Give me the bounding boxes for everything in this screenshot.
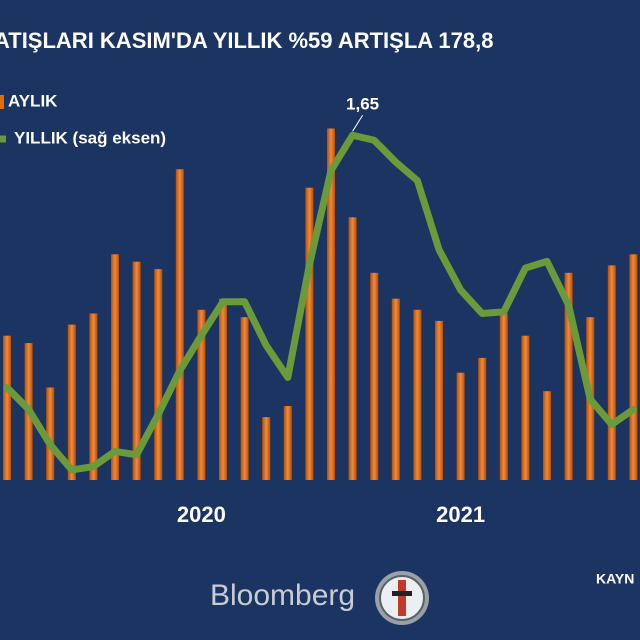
bar bbox=[391, 298, 400, 480]
bar bbox=[607, 265, 616, 480]
bar bbox=[456, 372, 465, 480]
bar bbox=[240, 317, 249, 480]
bar bbox=[348, 217, 357, 481]
chart-title: ATIŞLARI KASIM'DA YILLIK %59 ARTIŞLA 178… bbox=[0, 28, 494, 53]
data-label: 1,65 bbox=[346, 95, 379, 114]
bar bbox=[262, 417, 271, 480]
bar bbox=[67, 324, 76, 480]
x-tick-label: 2020 bbox=[177, 502, 226, 527]
bar bbox=[413, 309, 422, 480]
bar bbox=[89, 313, 98, 480]
brand: Bloomberg bbox=[210, 579, 355, 612]
bar bbox=[564, 272, 573, 480]
bar bbox=[219, 298, 227, 480]
bar bbox=[3, 335, 11, 480]
bar bbox=[175, 169, 184, 480]
bar bbox=[305, 187, 314, 480]
source: KAYN bbox=[596, 571, 634, 587]
bar bbox=[132, 261, 141, 480]
bar bbox=[543, 391, 551, 480]
bar bbox=[46, 387, 55, 480]
annotation-leader bbox=[352, 114, 364, 132]
legend-label: YILLIK (sağ eksen) bbox=[14, 128, 166, 147]
bar bbox=[154, 269, 163, 480]
x-tick-label: 2021 bbox=[436, 502, 485, 527]
bar bbox=[283, 406, 292, 480]
bar bbox=[111, 254, 119, 480]
bar bbox=[370, 272, 379, 480]
bar bbox=[327, 128, 335, 480]
bar bbox=[478, 357, 487, 480]
line bbox=[3, 131, 637, 474]
bar bbox=[435, 320, 443, 480]
legend-label: AYLIK bbox=[8, 91, 58, 110]
bar bbox=[499, 313, 508, 480]
legend-swatch bbox=[0, 95, 4, 109]
logo bbox=[375, 571, 429, 625]
bar bbox=[629, 254, 638, 480]
bar bbox=[521, 335, 530, 480]
bar bbox=[197, 309, 206, 480]
